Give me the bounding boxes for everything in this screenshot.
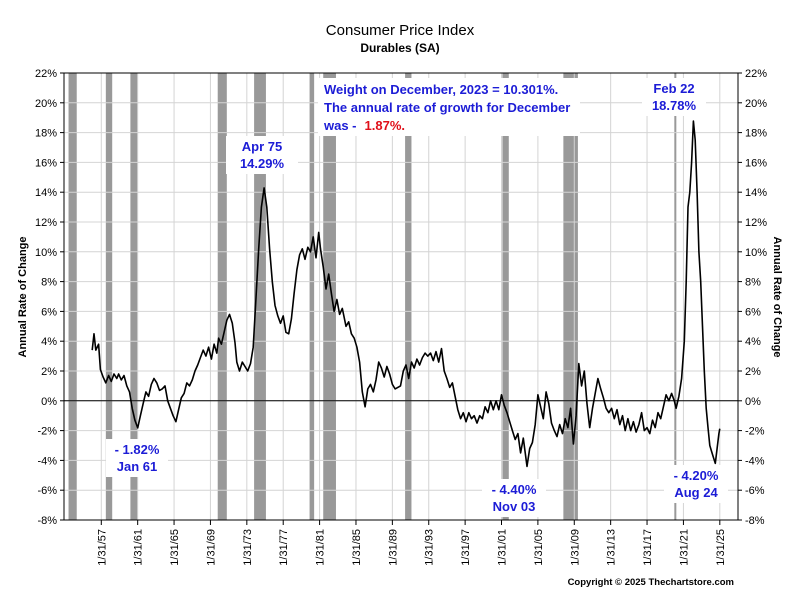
xtick-label: 1/31/97 (460, 529, 472, 566)
xtick-label: 1/31/17 (642, 529, 654, 566)
ytick-label-right: -6% (745, 485, 765, 497)
ytick-label-left: -8% (37, 515, 57, 527)
xtick-label: 1/31/61 (133, 529, 145, 566)
xtick-label: 1/31/81 (315, 529, 327, 566)
xtick-label: 1/31/01 (497, 529, 509, 566)
ytick-label-left: 0% (41, 396, 57, 408)
weight-note-line1: Weight on December, 2023 = 10.301%. (324, 82, 558, 97)
ytick-label-left: 22% (35, 68, 57, 80)
ytick-label-left: 16% (35, 157, 57, 169)
annotation-apr75-value: 14.29% (240, 156, 285, 171)
recession-band-2 (130, 73, 138, 520)
annotation-nov03: - 4.40% Nov 03 (482, 479, 546, 517)
weight-note-prefix: was - (323, 118, 357, 133)
xtick-label: 1/31/13 (606, 529, 618, 566)
chart-subtitle: Durables (SA) (360, 41, 439, 55)
ytick-label-left: 20% (35, 98, 57, 110)
ytick-label-left: 6% (41, 306, 57, 318)
xtick-label: 1/31/05 (533, 529, 545, 566)
weight-note: Weight on December, 2023 = 10.301%. The … (318, 78, 580, 136)
ytick-label-left: 12% (35, 217, 57, 229)
xtick-label: 1/31/85 (351, 529, 363, 566)
copyright: Copyright © 2025 Thechartstore.com (568, 577, 734, 588)
xtick-label: 1/31/21 (678, 529, 690, 566)
annotation-aug24-label: Aug 24 (674, 485, 718, 500)
recession-band-7 (405, 73, 412, 520)
x-axis-ticks: 1/31/57 1/31/61 1/31/65 1/31/69 1/31/73 1/31/… (96, 520, 727, 566)
recession-band-5 (309, 73, 315, 520)
ytick-label-right: 20% (745, 98, 767, 110)
annotation-nov03-value: - 4.40% (492, 482, 537, 497)
chart-title: Consumer Price Index (326, 22, 475, 39)
xtick-label: 1/31/93 (424, 529, 436, 566)
y-axis-right-ticks: 22% 20% 18% 16% 14% 12% 10% 8% 6% 4% 2% 0% -2% -4% -6%… (738, 68, 767, 527)
ytick-label-left: 2% (41, 366, 57, 378)
ytick-label-right: 16% (745, 157, 767, 169)
xtick-label: 1/31/25 (715, 529, 727, 566)
ytick-label-left: 18% (35, 128, 57, 140)
ytick-label-right: 12% (745, 217, 767, 229)
recession-band-9 (563, 73, 578, 520)
plot-frame (63, 72, 739, 521)
ytick-label-right: 8% (745, 277, 761, 289)
ytick-label-right: 10% (745, 247, 767, 259)
annotation-feb22: Feb 22 18.78% (642, 78, 706, 116)
y-axis-label-right: Annual Rate of Change (771, 236, 783, 357)
ytick-label-right: 2% (745, 366, 761, 378)
annotation-apr75-label: Apr 75 (242, 139, 282, 154)
xtick-label: 1/31/77 (278, 529, 290, 566)
ytick-label-left: -4% (37, 455, 57, 467)
ytick-label-right: 4% (745, 336, 761, 348)
ytick-label-left: -2% (37, 426, 57, 438)
ytick-label-left: 14% (35, 187, 57, 199)
annotation-nov03-label: Nov 03 (493, 499, 536, 514)
annotation-aug24-value: - 4.20% (674, 468, 719, 483)
y-axis-left-ticks: 22% 20% 18% 16% 14% 12% 10% 8% 6% 4% 2% 0% -2% -4% -6%… (35, 68, 64, 527)
ytick-label-right: 14% (745, 187, 767, 199)
ytick-label-right: -8% (745, 515, 765, 527)
xtick-label: 1/31/57 (96, 529, 108, 566)
weight-note-line2: The annual rate of growth for December (324, 100, 570, 115)
y-axis-label-left: Annual Rate of Change (17, 236, 29, 357)
xtick-label: 1/31/09 (569, 529, 581, 566)
xtick-label: 1/31/73 (242, 529, 254, 566)
ytick-label-right: -2% (745, 426, 765, 438)
annotation-feb22-label: Feb 22 (653, 81, 694, 96)
ytick-label-right: -4% (745, 455, 765, 467)
ytick-label-right: 22% (745, 68, 767, 80)
series-line (91, 120, 721, 468)
annotation-jan61-value: - 1.82% (115, 442, 160, 457)
recession-band-3 (217, 73, 227, 520)
recession-band-0 (68, 73, 77, 520)
recession-band-4 (254, 73, 266, 520)
ytick-label-right: 6% (745, 306, 761, 318)
ytick-label-left: 4% (41, 336, 57, 348)
annotation-jan61-label: Jan 61 (117, 459, 157, 474)
ytick-label-right: 0% (745, 396, 761, 408)
ytick-label-right: 18% (745, 128, 767, 140)
xtick-label: 1/31/69 (205, 529, 217, 566)
weight-note-value: 1.87%. (365, 118, 405, 133)
xtick-label: 1/31/89 (387, 529, 399, 566)
annotation-apr75: Apr 75 14.29% (226, 136, 298, 174)
recession-band-1 (105, 73, 113, 520)
annotation-aug24: - 4.20% Aug 24 (664, 465, 728, 503)
ytick-label-left: 8% (41, 277, 57, 289)
annotation-jan61: - 1.82% Jan 61 (106, 439, 168, 477)
xtick-label: 1/31/65 (169, 529, 181, 566)
ytick-label-left: -6% (37, 485, 57, 497)
ytick-label-left: 10% (35, 247, 57, 259)
recession-band-6 (323, 73, 336, 520)
recession-band-8 (502, 73, 509, 520)
recession-band-10 (674, 73, 677, 520)
annotation-feb22-value: 18.78% (652, 98, 697, 113)
weight-note-line3: was - 1.87%. (323, 118, 405, 133)
